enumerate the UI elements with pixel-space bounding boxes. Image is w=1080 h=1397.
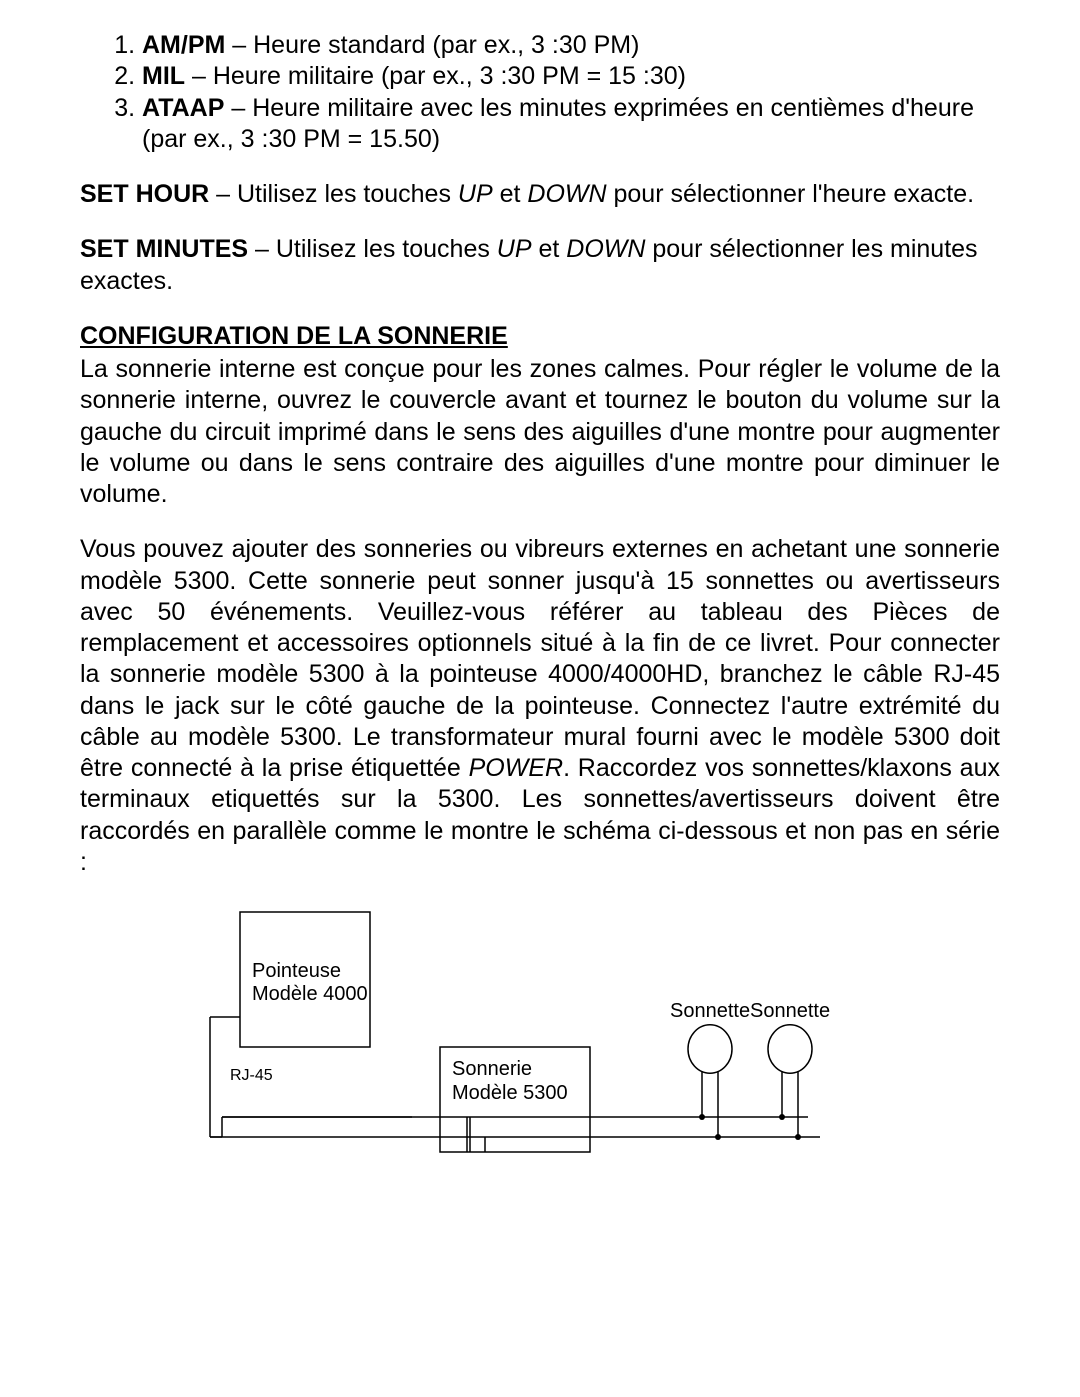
svg-text:Pointeuse: Pointeuse <box>252 960 341 982</box>
text: – Utilisez les touches <box>248 235 497 263</box>
svg-text:Sonnette: Sonnette <box>750 1000 830 1022</box>
list-item-label: ATAAP <box>142 94 224 122</box>
list-item: AM/PM – Heure standard (par ex., 3 :30 P… <box>142 30 1000 61</box>
list-item-label: AM/PM <box>142 31 225 59</box>
list-item-label: MIL <box>142 62 185 90</box>
key-down: DOWN <box>527 180 606 208</box>
svg-text:Modèle 4000: Modèle 4000 <box>252 983 368 1005</box>
svg-text:Sonnerie: Sonnerie <box>452 1058 532 1080</box>
set-minutes-paragraph: SET MINUTES – Utilisez les touches UP et… <box>80 234 1000 297</box>
svg-text:Modèle 5300: Modèle 5300 <box>452 1082 568 1104</box>
key-up: UP <box>497 235 532 263</box>
set-hour-paragraph: SET HOUR – Utilisez les touches UP et DO… <box>80 179 1000 210</box>
list-item-desc: – Heure standard (par ex., 3 :30 PM) <box>225 31 639 59</box>
text: Vous pouvez ajouter des sonneries ou vib… <box>80 535 1000 782</box>
svg-text:Sonnette: Sonnette <box>670 1000 750 1022</box>
config-paragraph-2: Vous pouvez ajouter des sonneries ou vib… <box>80 534 1000 878</box>
time-format-list: AM/PM – Heure standard (par ex., 3 :30 P… <box>80 30 1000 155</box>
text: et <box>532 235 567 263</box>
power-label: POWER <box>469 754 563 782</box>
wiring-diagram: PointeuseModèle 4000 SonnerieModèle 5300 S… <box>80 902 1000 1172</box>
wiring-diagram-svg: PointeuseModèle 4000 SonnerieModèle 5300 S… <box>180 902 900 1172</box>
set-hour-label: SET HOUR <box>80 180 209 208</box>
text: et <box>493 180 528 208</box>
key-up: UP <box>458 180 493 208</box>
key-down: DOWN <box>566 235 645 263</box>
section-heading: CONFIGURATION DE LA SONNERIE <box>80 321 1000 352</box>
svg-text:RJ-45: RJ-45 <box>230 1067 273 1084</box>
list-item: MIL – Heure militaire (par ex., 3 :30 PM… <box>142 61 1000 92</box>
document-page: AM/PM – Heure standard (par ex., 3 :30 P… <box>0 0 1080 1222</box>
set-minutes-label: SET MINUTES <box>80 235 248 263</box>
text: pour sélectionner l'heure exacte. <box>607 180 975 208</box>
list-item-desc: – Heure militaire avec les minutes expri… <box>142 94 974 153</box>
list-item-desc: – Heure militaire (par ex., 3 :30 PM = 1… <box>185 62 686 90</box>
config-paragraph-1: La sonnerie interne est conçue pour les … <box>80 354 1000 510</box>
text: – Utilisez les touches <box>209 180 458 208</box>
list-item: ATAAP – Heure militaire avec les minutes… <box>142 93 1000 156</box>
